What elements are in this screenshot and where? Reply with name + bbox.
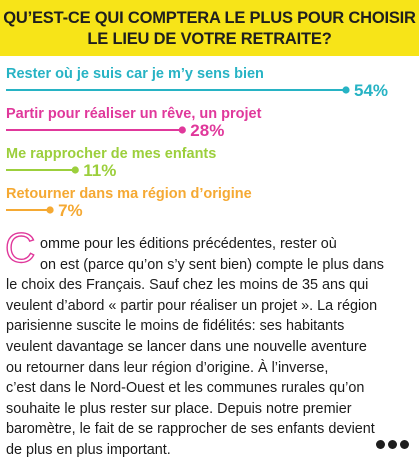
bar-end-marker	[46, 206, 54, 214]
bar-end-marker	[342, 86, 350, 94]
article-line: ou retourner dans leur région d’origine.…	[6, 359, 329, 376]
article-line: veulent davantage se lancer dans une nou…	[6, 338, 367, 355]
article-line: parisienne suscite le moins de fidélités…	[6, 318, 345, 335]
article-text: omme pour les éditions précédentes, rest…	[6, 234, 413, 461]
bar-chart: Rester où je suis car je m’y sens bien 54…	[6, 66, 388, 220]
article-line: on est (parce qu’on s’y sent bien) compt…	[40, 256, 384, 273]
article-line: baromètre, le fait de se rapprocher de s…	[6, 421, 375, 438]
article-line: de plus en plus important.	[6, 441, 171, 458]
category-label: Partir pour réaliser un rêve, un projet	[6, 106, 262, 122]
dot-icon	[376, 440, 385, 449]
category-label: Retourner dans ma région d’origine	[6, 186, 252, 202]
value-label: 7%	[58, 201, 83, 220]
article-line: c’est dans le Nord-Ouest et les communes…	[6, 380, 365, 397]
article-line: le choix des Français. Sauf chez les moi…	[6, 277, 369, 294]
chart-title-line-2: LE LIEU DE VOTRE RETRAITE?	[87, 30, 332, 48]
continuation-dots	[373, 436, 409, 454]
title-band	[0, 0, 419, 56]
dot-icon	[388, 440, 397, 449]
article-line: veulent d’abord « partir pour réaliser u…	[6, 297, 378, 314]
value-label: 28%	[190, 121, 224, 140]
value-label: 11%	[83, 161, 116, 180]
dropcap: C	[4, 223, 38, 271]
dropcap-letter: C	[5, 229, 35, 267]
bar-end-marker	[71, 166, 79, 174]
article-line: omme pour les éditions précédentes, rest…	[40, 236, 337, 252]
article-line: souhaite le plus rester sur place. Depui…	[6, 400, 352, 417]
bar-end-marker	[178, 126, 186, 134]
chart-title-line-1: QU’EST-CE QUI COMPTERA LE PLUS POUR CHOI…	[3, 9, 416, 27]
dot-icon	[400, 440, 409, 449]
chart-title: QU’EST-CE QUI COMPTERA LE PLUS POUR CHOI…	[0, 8, 419, 50]
category-label: Rester où je suis car je m’y sens bien	[6, 66, 264, 82]
value-label: 54%	[354, 81, 388, 100]
category-label: Me rapprocher de mes enfants	[6, 146, 216, 162]
